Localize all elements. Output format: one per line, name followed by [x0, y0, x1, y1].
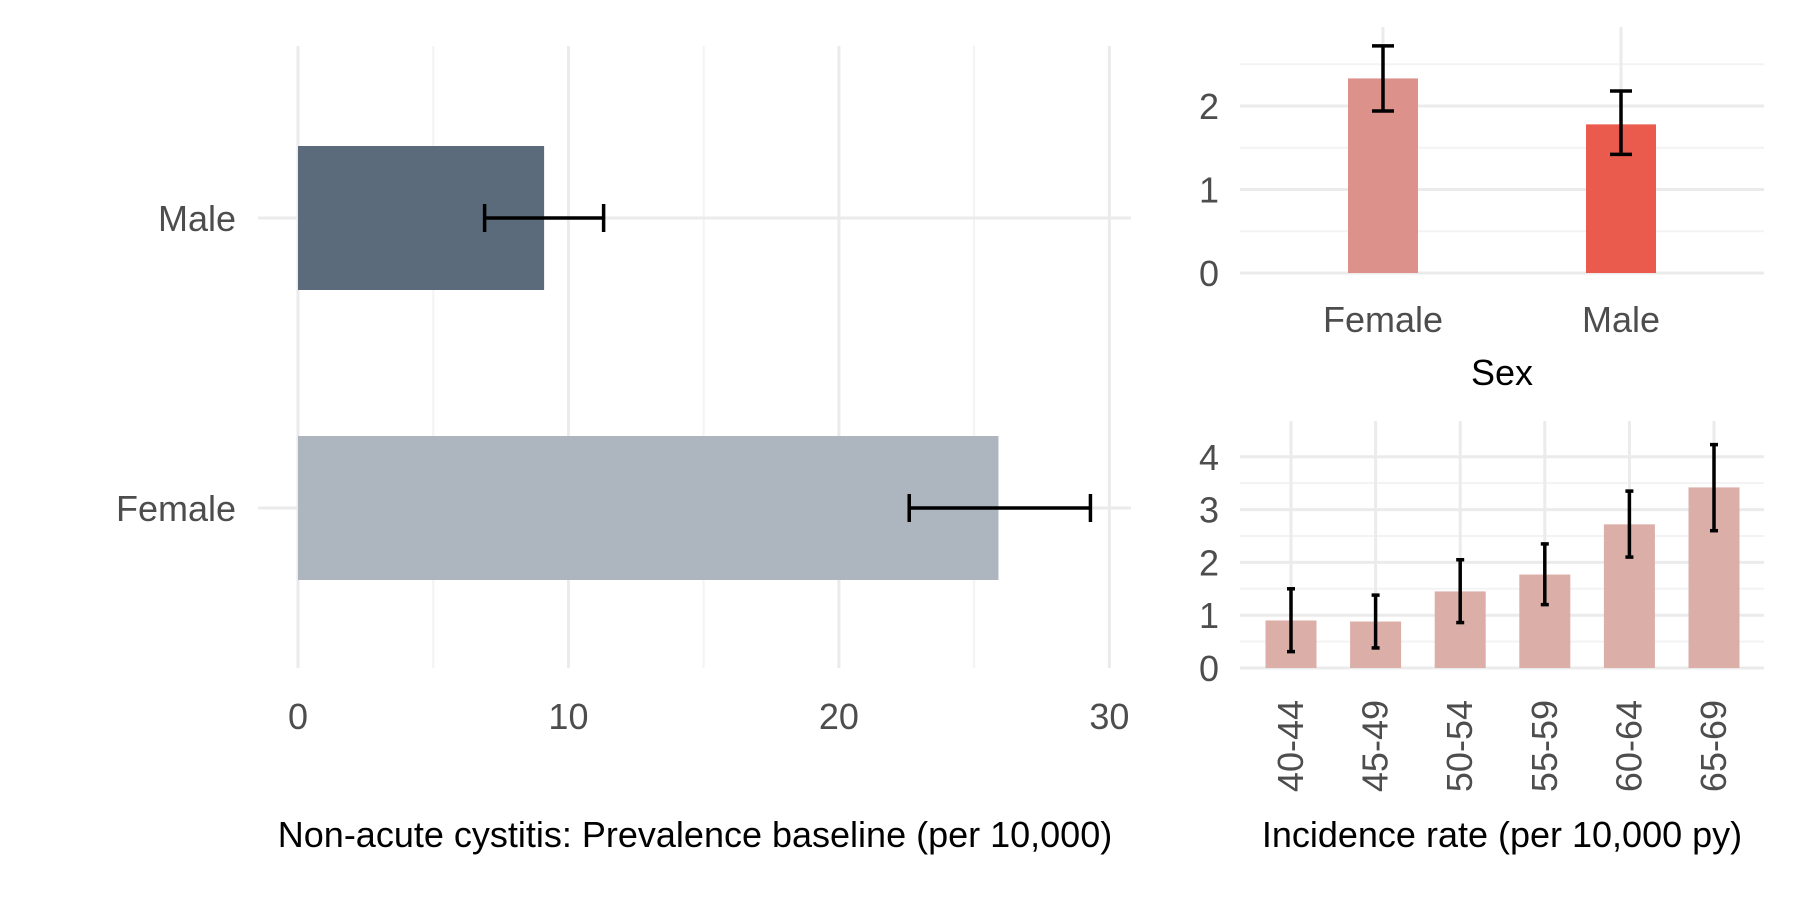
prevalence-panel: 0 10 20 30 Male Female Non-acute cystitis: P… [116, 46, 1131, 855]
age-incidence-y-tick-label: 0 [1199, 648, 1219, 689]
age-incidence-y-tick-label: 4 [1199, 437, 1219, 478]
prevalence-category-label-female: Female [116, 488, 236, 529]
age-incidence-category-label: 45-49 [1355, 700, 1396, 792]
sex-incidence-category-label-male: Male [1582, 299, 1660, 340]
prevalence-x-tick-label: 30 [1089, 696, 1129, 737]
age-incidence-y-tick-label: 1 [1199, 595, 1219, 636]
age-incidence-x-axis-title: Incidence rate (per 10,000 py) [1262, 814, 1742, 855]
age-incidence-category-label: 50-54 [1439, 700, 1480, 792]
sex-incidence-bars [1348, 78, 1656, 273]
prevalence-error-bars [482, 204, 1093, 522]
sex-incidence-error-bars [1372, 44, 1632, 157]
age-incidence-category-label: 40-44 [1270, 700, 1311, 792]
prevalence-x-tick-labels: 0 10 20 30 [288, 696, 1129, 737]
prevalence-x-tick-label: 0 [288, 696, 308, 737]
sex-incidence-y-tick-label: 1 [1199, 169, 1219, 210]
age-incidence-error-bars [1287, 442, 1718, 654]
sex-incidence-category-label-female: Female [1323, 299, 1443, 340]
age-incidence-y-tick-label: 2 [1199, 542, 1219, 583]
age-incidence-y-tick-labels: 0 1 2 3 4 [1199, 437, 1219, 689]
sex-incidence-y-tick-label: 0 [1199, 253, 1219, 294]
sex-incidence-x-axis-title: Sex [1471, 352, 1533, 393]
age-incidence-category-label: 65-69 [1693, 700, 1734, 792]
sex-incidence-panel: 0 1 2 Female Male Sex [1199, 27, 1764, 393]
prevalence-x-tick-label: 10 [548, 696, 588, 737]
sex-incidence-gridlines [1240, 27, 1764, 275]
prevalence-category-labels: Male Female [116, 198, 236, 529]
prevalence-bars [298, 146, 999, 580]
prevalence-x-tick-label: 20 [819, 696, 859, 737]
prevalence-x-axis-title: Non-acute cystitis: Prevalence baseline … [278, 814, 1112, 855]
age-incidence-category-label: 60-64 [1608, 700, 1649, 792]
age-incidence-y-tick-label: 3 [1199, 490, 1219, 531]
sex-incidence-y-tick-label: 2 [1199, 86, 1219, 127]
age-incidence-category-labels: 40-44 45-49 50-54 55-59 60-64 65-69 [1270, 700, 1734, 792]
sex-incidence-category-labels: Female Male [1323, 299, 1660, 340]
age-incidence-panel: 0 1 2 3 4 40-44 45-49 50-54 55-59 60-64 65-69 Inc… [1199, 421, 1764, 855]
prevalence-bar-female [298, 436, 999, 580]
prevalence-category-label-male: Male [158, 198, 236, 239]
age-incidence-gridlines [1240, 421, 1764, 670]
age-incidence-category-label: 55-59 [1524, 700, 1565, 792]
sex-incidence-y-tick-labels: 0 1 2 [1199, 86, 1219, 294]
